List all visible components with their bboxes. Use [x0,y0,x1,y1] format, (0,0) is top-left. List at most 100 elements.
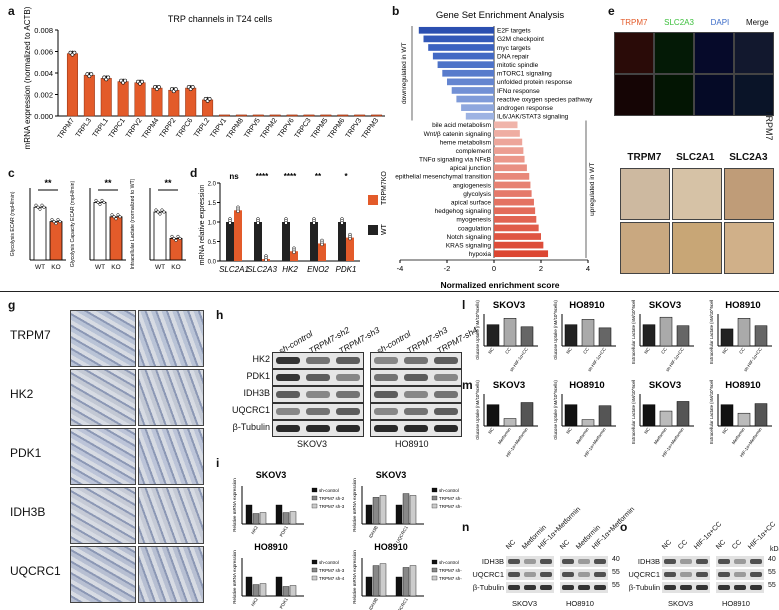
chart-b-bar [432,52,494,60]
h-cell-label: SKOV3 [297,439,328,449]
chart-i-title: SKOV3 [376,470,407,480]
chart-m-marks-bar [598,405,612,427]
chart-i-bar [379,563,387,597]
o-row-label: IDH3B [637,557,660,566]
chart-c-xtick-label: WT [35,264,45,271]
h-band [434,374,458,381]
o-row-label: UQCRC1 [628,570,660,579]
chart-b-category-label: complement [456,148,492,155]
e-header-slc2a3: SLC2A3 [664,18,694,27]
o-band [696,585,708,590]
chart-d-xtick-label: SLC2A1 [219,265,249,274]
panel-h: sh-control TRPM7-sh2 TRPM7-sh3 sh-control TR… [222,318,479,449]
chart-m-marks-bar [581,419,595,427]
h-band [404,357,428,364]
chart-l-marks-title: SKOV3 [649,300,681,311]
chart-i-bar [259,512,267,525]
chart-c-point [114,217,118,221]
h-row-label: IDH3B [243,388,270,398]
chart-d-significance: **** [284,172,297,181]
chart-d-point [348,236,352,241]
o-kda-marker: 55 [768,582,776,589]
section-divider [0,291,779,292]
chart-d-ytick-label: 1.0 [208,221,217,227]
chart-i-bar [252,584,260,597]
chart-a-point [190,85,195,89]
e-fluor-img [734,74,774,116]
h-blot-strip [272,386,364,403]
chart-b-bar [494,147,524,154]
panel-e: TRPM7 SLC2A3 DAPI Merge [612,18,777,27]
h-band [434,357,458,364]
panel-label-d: d [190,166,198,180]
h-blot-strip [272,352,364,369]
e-header-dapi: DAPI [710,18,730,27]
n-band [540,585,552,590]
n-band [594,585,606,590]
chart-c-point [174,238,178,242]
chart-d-significance: ns [229,172,239,181]
chart-l-marks-title: HO8910 [725,300,760,311]
chart-l-marks-bar [676,325,690,347]
chart-c-xtick-label: WT [155,264,165,271]
chart-i-ylabel: Relative mRNA expression [232,550,237,604]
chart-b-bar [447,78,494,86]
chart-d-bar [282,222,290,261]
n-band [594,572,606,577]
panel-label-e: e [608,4,615,18]
chart-b-bar [494,181,531,189]
o-cell-label: SKOV3 [668,599,694,608]
o-band [750,572,762,577]
chart-b-bar [461,104,494,111]
chart-l-marks-title: HO8910 [569,300,604,311]
chart-d-ytick-label: 0.5 [208,240,217,246]
chart-a-bar [371,114,383,117]
chart-a-xtick-label: TRPL3 [75,117,93,139]
chart-b-category-label: angiogenesis [453,182,492,189]
h-band [336,408,360,415]
chart-i-legend-label: sh-control [319,488,339,493]
chart-i-xtick-label: HK2 [250,525,259,536]
chart-d-xtick-label: ENO2 [307,265,329,274]
o-band [664,585,676,590]
chart-i-legend-label: TRPM7 sh-4 [439,576,462,581]
chart-l-marks-bar [737,318,751,347]
o-lane-label: NC [661,538,674,551]
chart-i-bar [282,512,290,525]
g-row-label: TRPM7 [10,328,51,342]
chart-i-legend-swatch [431,575,438,581]
h-blot-strip [272,403,364,420]
chart-i-title: SKOV3 [256,470,287,480]
chart-a-bar [168,89,180,117]
chart-b-category-label: heme metabolism [440,139,491,146]
h-band [336,425,360,432]
chart-m-marks-bar [737,412,751,427]
chart-b-bar [494,164,527,172]
chart-a-ytick-label: 0.004 [34,69,53,78]
h-band [374,425,398,432]
chart-d-xtick-label: PDK1 [336,265,357,274]
chart-d-xtick-label: HK2 [282,265,298,274]
chart-b-bar [437,61,494,69]
h-band [306,374,330,381]
chart-d-point [340,221,344,225]
chart-b-category-label: mitotic spindle [497,62,539,69]
chart-d-point [228,221,232,225]
chart-i-legend-label: TRPM7 sh-2 [319,496,345,501]
chart-i-xtick-label: PDK1 [279,597,289,610]
o-band [680,585,692,590]
e-fluor-img [694,74,734,116]
o-band [664,572,676,577]
chart-a-bar [151,87,163,117]
panel-n: NC Metformin HIF-1α+Metformin NC Metformin HI… [466,506,636,610]
chart-a-bar [66,53,78,117]
chart-d-significance: **** [256,172,269,181]
chart-d-bar [346,237,354,261]
chart-m-marks-bar [754,403,768,427]
chart-c-point [98,202,102,206]
chart-i-bar [275,504,283,525]
n-band [578,559,590,564]
chart-l-marks-bar [659,316,673,347]
panel-label-i: i [216,456,220,470]
chart-a-bar [252,114,264,117]
